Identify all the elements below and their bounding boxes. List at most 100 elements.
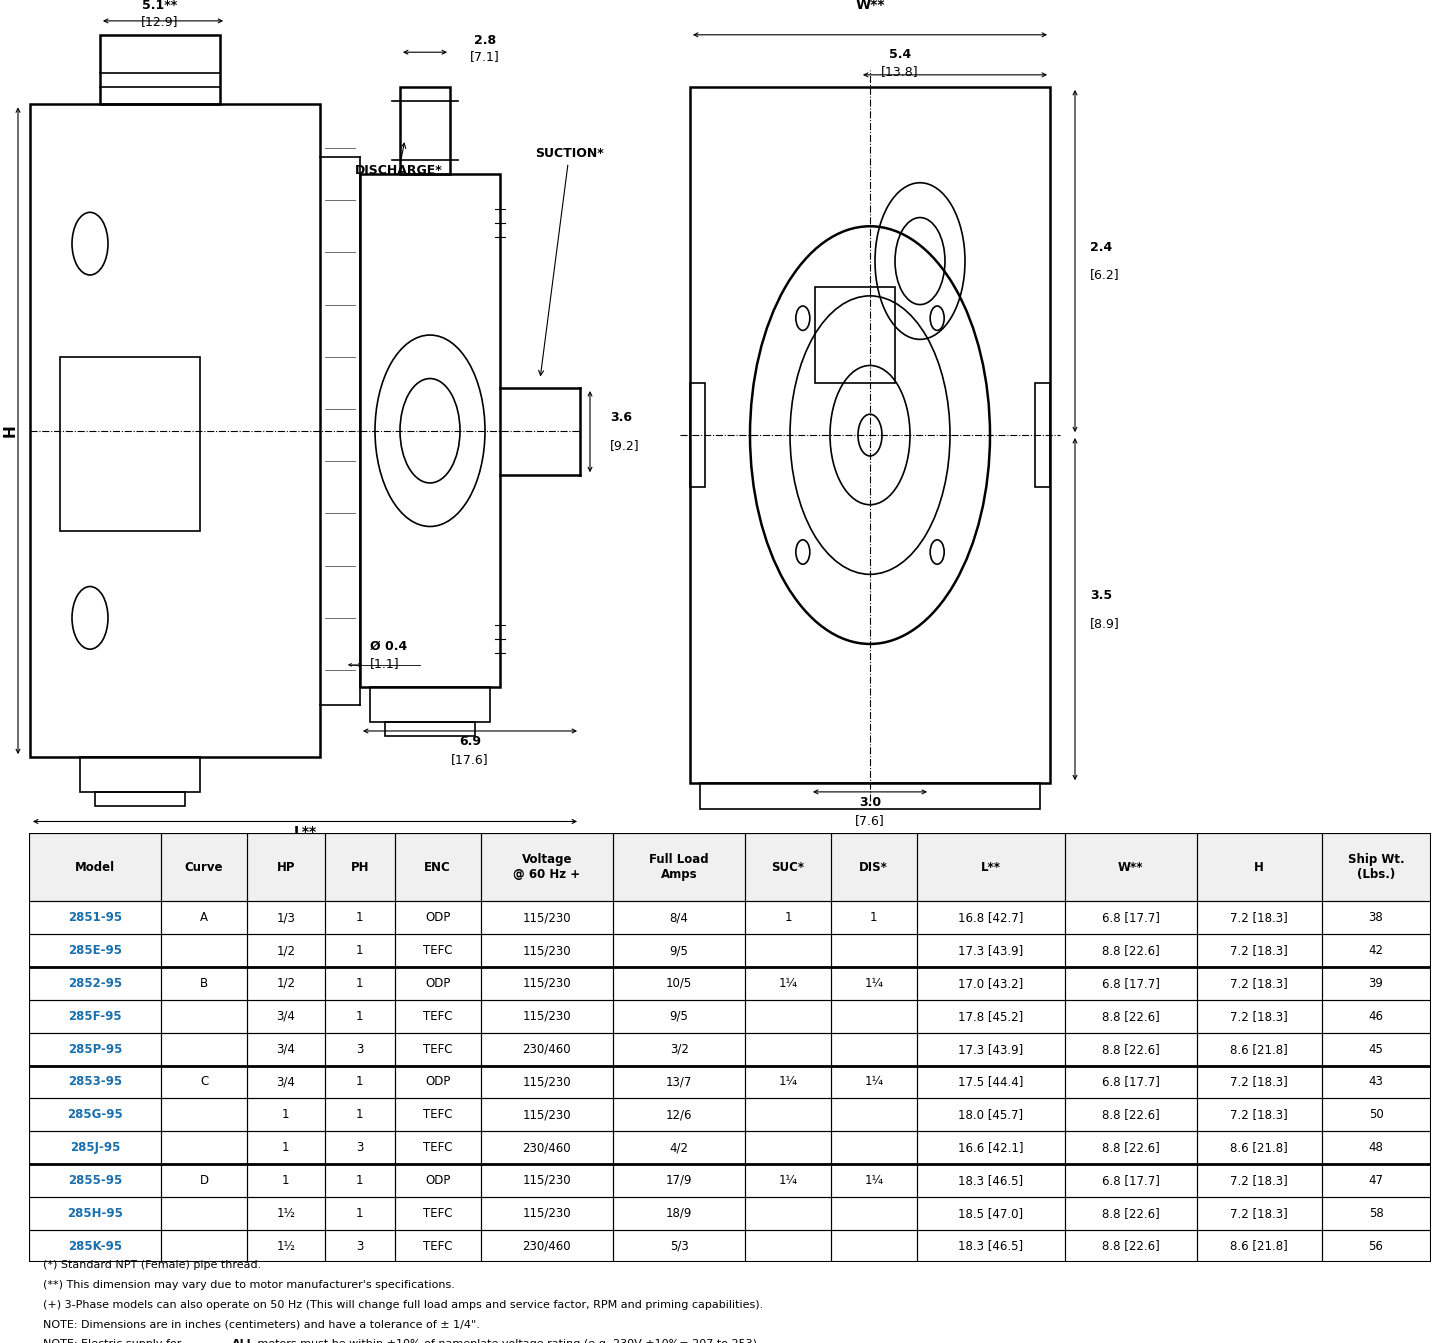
Bar [746,935,831,967]
Bar [1196,901,1322,935]
Bar [613,1197,746,1230]
Bar [1196,833,1322,901]
Text: 1: 1 [355,1174,364,1187]
Bar [831,833,916,901]
Bar [481,1197,613,1230]
Bar [1196,833,1322,901]
Bar [1196,935,1322,967]
Text: [1.1]: [1.1] [370,657,400,670]
Bar [247,833,325,901]
Bar [1196,1131,1322,1164]
Text: 8.8 [22.6]: 8.8 [22.6] [1103,1207,1160,1219]
Bar [746,1001,831,1033]
Text: W**: W** [1118,861,1143,873]
Text: 285H-95: 285H-95 [66,1207,123,1219]
Bar [1322,833,1431,901]
Bar [1196,1065,1322,1099]
Bar [1322,1033,1431,1065]
Text: ODP: ODP [425,1076,451,1088]
Bar [831,1033,916,1065]
Text: [6.2]: [6.2] [1090,269,1120,282]
Bar [613,1164,746,1197]
Text: 56: 56 [1368,1240,1383,1253]
Text: 17.0 [43.2]: 17.0 [43.2] [958,976,1023,990]
Text: L**: L** [981,861,1000,873]
Bar [831,967,916,1001]
Bar [746,1230,831,1262]
Text: HP: HP [276,861,295,873]
Bar [79,757,199,792]
Bar [325,1131,394,1164]
Text: motors must be within ±10% of nameplate voltage rating (e.g. 230V ±10%= 207 to 2: motors must be within ±10% of nameplate … [254,1339,762,1343]
Bar [746,833,831,901]
Text: 17.3 [43.9]: 17.3 [43.9] [958,1042,1023,1056]
Text: TEFC: TEFC [423,1207,452,1219]
Bar [481,1230,613,1262]
Bar [613,833,746,901]
Bar [1196,1164,1322,1197]
Bar [325,1033,394,1065]
Text: 16.8 [42.7]: 16.8 [42.7] [958,912,1023,924]
Text: 50: 50 [1368,1108,1383,1121]
Text: NOTE: Dimensions are in inches (centimeters) and have a tolerance of ± 1/4".: NOTE: Dimensions are in inches (centimet… [43,1319,480,1330]
Bar [746,901,831,935]
Bar [394,1230,481,1262]
Bar [29,901,162,935]
Bar [481,833,613,901]
Text: TEFC: TEFC [423,1108,452,1121]
Text: 7.2 [18.3]: 7.2 [18.3] [1230,912,1287,924]
Text: 1: 1 [355,1010,364,1023]
Bar [481,1001,613,1033]
Bar [29,1001,162,1033]
Text: 1/2: 1/2 [276,976,295,990]
Bar [100,35,220,105]
Text: 1: 1 [870,912,877,924]
Bar [394,935,481,967]
Text: [7.6]: [7.6] [855,814,884,827]
Text: 1¼: 1¼ [779,1076,798,1088]
Bar [1322,1197,1431,1230]
Text: 2853-95: 2853-95 [68,1076,123,1088]
Bar [325,833,394,901]
Text: 18/9: 18/9 [666,1207,692,1219]
Bar [247,1197,325,1230]
Bar [394,833,481,901]
Bar [481,1131,613,1164]
Bar [162,1001,247,1033]
Text: 17.8 [45.2]: 17.8 [45.2] [958,1010,1023,1023]
Text: 1¼: 1¼ [864,1174,883,1187]
Text: 1: 1 [355,1207,364,1219]
Bar [29,1230,162,1262]
Bar [831,901,916,935]
Text: Curve: Curve [185,861,224,873]
Text: 230/460: 230/460 [523,1240,571,1253]
Bar [247,967,325,1001]
Bar [29,1164,162,1197]
Text: 8/4: 8/4 [669,912,689,924]
Bar [247,901,325,935]
Bar [1065,1001,1196,1033]
Text: 6.9: 6.9 [460,736,481,748]
Bar [1065,1230,1196,1262]
Bar [394,1164,481,1197]
Text: 8.8 [22.6]: 8.8 [22.6] [1103,1042,1160,1056]
Bar [916,1164,1065,1197]
Text: 9/5: 9/5 [669,1010,689,1023]
Bar [746,1164,831,1197]
Bar [162,1099,247,1131]
Text: 17/9: 17/9 [666,1174,692,1187]
Bar [325,1065,394,1099]
Text: 1: 1 [282,1108,289,1121]
Text: 48: 48 [1368,1142,1383,1154]
Bar [162,1065,247,1099]
Bar [247,833,325,901]
Text: DISCHARGE*: DISCHARGE* [355,144,442,177]
Text: 1: 1 [785,912,792,924]
Bar [1322,1230,1431,1262]
Text: 230/460: 230/460 [523,1042,571,1056]
Bar [1035,383,1051,488]
Bar [1322,1131,1431,1164]
Text: [8.9]: [8.9] [1090,616,1120,630]
Text: 3.0: 3.0 [858,796,881,810]
Bar [1322,901,1431,935]
